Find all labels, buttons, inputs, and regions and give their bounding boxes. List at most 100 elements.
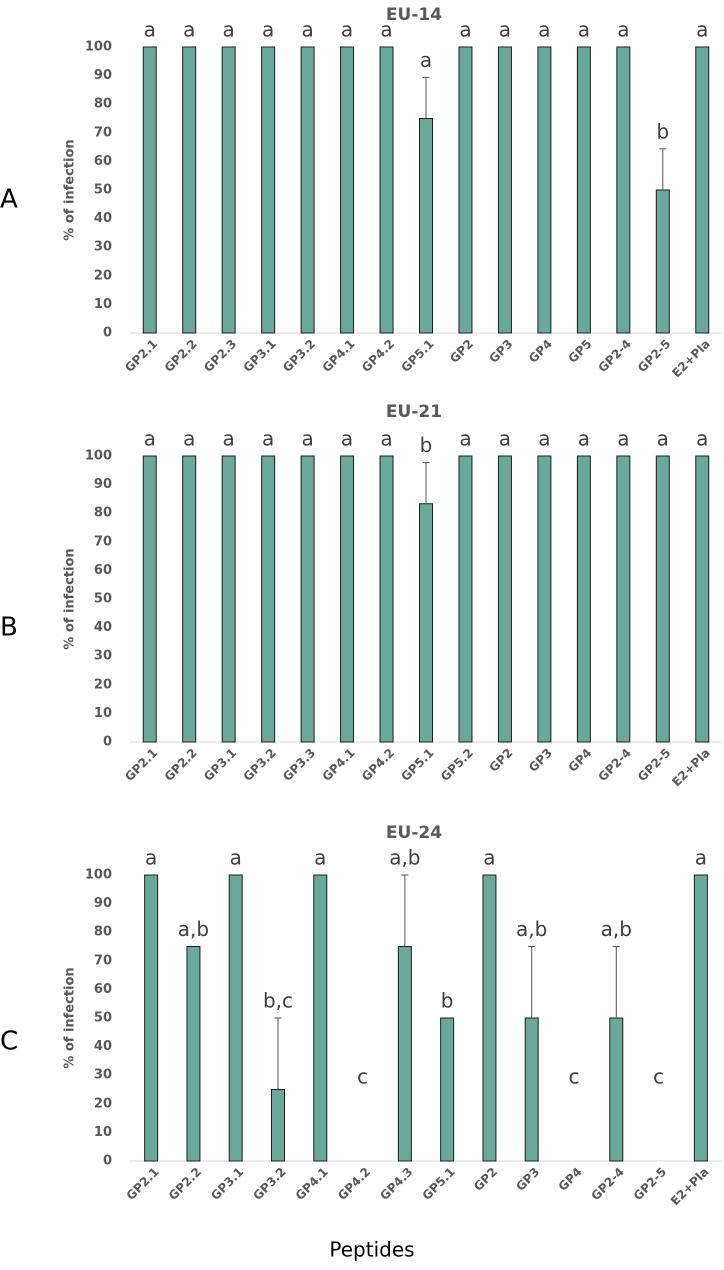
x-tick-label: GP5.1 <box>420 1165 458 1203</box>
bar <box>182 455 197 743</box>
x-tick-label: GP2-5 <box>635 337 673 375</box>
y-tick-label: 100 <box>85 40 112 55</box>
bar <box>497 455 512 743</box>
y-tick-label: 0 <box>103 735 112 750</box>
x-tick-label: GP2.2 <box>162 337 200 375</box>
bar <box>497 46 512 334</box>
x-tick-label: GP2.3 <box>201 337 239 375</box>
x-tick-label: GP2-4 <box>596 746 634 784</box>
y-tick-label: 70 <box>94 125 112 140</box>
significance-label: a <box>262 427 274 451</box>
x-tick-label: GP5.1 <box>398 337 436 375</box>
x-tick-label: GP4.2 <box>335 1165 373 1203</box>
y-tick-label: 0 <box>103 326 112 341</box>
y-tick-label: 20 <box>94 677 112 692</box>
x-tick-label: GP5.1 <box>398 746 436 784</box>
x-tick-label: E2+Pla <box>669 337 713 381</box>
chart-panel-a: EU-14 A % of infection 0 10 20 30 40 50 60 70 80 90 1… <box>0 5 722 380</box>
chart-panel-c: EU-24 C % of infection 0 10 20 30 40 50 60 70 80 90 1… <box>0 823 722 1208</box>
bar <box>655 189 670 334</box>
bar <box>340 46 355 334</box>
x-tick-label: GP5.2 <box>438 746 476 784</box>
significance-label: a <box>183 427 195 451</box>
significance-label: a <box>695 846 707 870</box>
significance-label: a <box>301 427 313 451</box>
y-tick-label: 100 <box>85 449 112 464</box>
y-tick-label: 30 <box>94 649 112 664</box>
bar <box>695 46 710 334</box>
bar <box>537 46 552 334</box>
x-tick-label: GP2.2 <box>162 746 200 784</box>
y-tick-label: 90 <box>94 477 112 492</box>
x-tick-label: E2+Pla <box>669 746 713 790</box>
x-tick-label: GP4.3 <box>377 1165 415 1203</box>
y-axis-label: % of infection <box>63 967 78 1068</box>
x-tick-label: GP3.1 <box>201 746 239 784</box>
x-tick-label: GP2.1 <box>122 337 160 375</box>
significance-label: a <box>617 427 629 451</box>
chart-title: EU-24 <box>386 823 442 843</box>
y-tick-label: 80 <box>94 97 112 112</box>
significance-label: c <box>653 1065 664 1089</box>
significance-label: a <box>696 427 708 451</box>
significance-label: a <box>538 427 550 451</box>
significance-label: a <box>696 18 708 42</box>
x-tick-label: GP2 <box>471 1165 500 1194</box>
bar <box>693 874 708 1162</box>
significance-label: a <box>262 18 274 42</box>
bar <box>300 455 315 743</box>
significance-label: a <box>223 427 235 451</box>
chart-panel-b: EU-21 B % of infection 0 10 20 30 40 50 60 70 80 90 1… <box>0 402 722 789</box>
significance-label: a <box>459 18 471 42</box>
bar <box>186 946 201 1162</box>
x-tick-label: GP5 <box>565 337 594 366</box>
significance-label: a <box>617 18 629 42</box>
bar <box>458 455 473 743</box>
significance-label: b,c <box>263 989 293 1013</box>
x-tick-label: GP3.1 <box>208 1165 246 1203</box>
y-tick-label: 30 <box>94 1068 112 1083</box>
bar <box>142 455 157 743</box>
y-axis-label: % of infection <box>63 139 78 240</box>
significance-label: a <box>657 427 669 451</box>
x-tick-label: GP3.3 <box>280 746 318 784</box>
x-tick-label: GP4.1 <box>293 1165 331 1203</box>
y-tick-label: 10 <box>94 297 112 312</box>
x-tick-label: GP4 <box>565 746 594 775</box>
y-tick-label: 30 <box>94 240 112 255</box>
y-tick-label: 50 <box>94 1011 112 1026</box>
panel-label: A <box>0 185 18 215</box>
bar <box>458 46 473 334</box>
y-tick-label: 50 <box>94 183 112 198</box>
y-tick-label: 20 <box>94 1096 112 1111</box>
bar <box>537 455 552 743</box>
significance-label: b <box>420 433 433 457</box>
chart-title: EU-21 <box>386 402 442 422</box>
bar <box>142 46 157 334</box>
x-tick-label: GP4.1 <box>320 746 358 784</box>
bar <box>379 46 394 334</box>
x-tick-label: GP3.1 <box>241 337 279 375</box>
y-tick-label: 80 <box>94 925 112 940</box>
x-tick-label: GP3 <box>513 1165 542 1194</box>
bar <box>397 946 412 1162</box>
significance-label: a <box>578 18 590 42</box>
significance-label: a,b <box>389 846 420 870</box>
y-tick-label: 40 <box>94 620 112 635</box>
y-tick-label: 40 <box>94 1039 112 1054</box>
y-tick-label: 90 <box>94 68 112 83</box>
bar <box>419 118 433 334</box>
x-tick-label: GP3 <box>526 746 555 775</box>
x-tick-label: GP4 <box>526 337 555 366</box>
x-tick-label: GP4.2 <box>359 746 397 784</box>
bar <box>313 874 328 1162</box>
bar <box>221 46 236 334</box>
significance-label: a <box>420 48 432 72</box>
x-tick-label: GP3.2 <box>241 746 279 784</box>
y-axis-label: % of infection <box>63 548 78 649</box>
significance-label: a,b <box>601 917 632 941</box>
x-tick-label: GP4 <box>556 1165 585 1194</box>
significance-label: a <box>459 427 471 451</box>
significance-label: a <box>578 427 590 451</box>
